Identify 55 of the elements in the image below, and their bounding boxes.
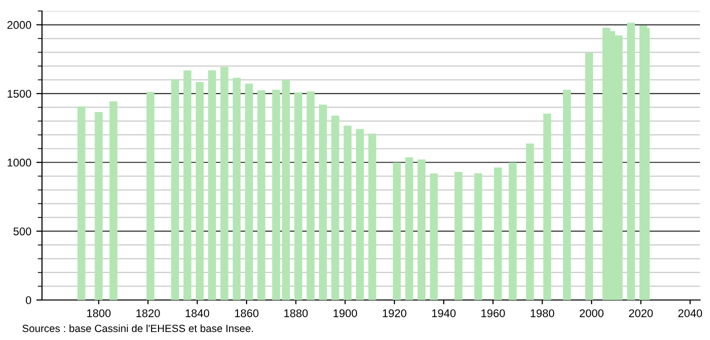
x-tick-label: 1840 <box>186 309 210 318</box>
bar <box>331 116 340 300</box>
bar <box>454 172 462 300</box>
y-tick-label: 0 <box>26 296 32 304</box>
bar <box>392 162 401 300</box>
x-tick-label: 1880 <box>284 309 308 318</box>
y-tick-label: 500 <box>13 227 32 236</box>
bar <box>494 167 502 300</box>
bar <box>543 114 552 300</box>
x-tick-label: 1960 <box>481 309 505 318</box>
bar <box>614 35 623 300</box>
bar <box>232 78 241 300</box>
bar <box>306 91 315 300</box>
x-tick-label: 2000 <box>580 309 604 318</box>
bar <box>639 25 648 300</box>
source-note: Sources : base Cassini de l'EHESS et base Insee. <box>22 324 253 332</box>
bar <box>257 90 266 300</box>
bar <box>627 22 635 300</box>
x-tick-label: 1820 <box>136 309 160 318</box>
bar <box>294 92 302 300</box>
bar <box>208 70 216 300</box>
y-tick-label: 1000 <box>8 158 32 167</box>
bar <box>344 126 352 300</box>
bar <box>94 112 103 300</box>
bar <box>272 90 280 300</box>
x-tick-label: 2020 <box>629 309 653 318</box>
bar <box>368 134 376 300</box>
bar <box>508 162 517 300</box>
bar <box>356 128 364 300</box>
bar <box>430 174 438 300</box>
bar <box>405 157 414 300</box>
y-tick-label: 1500 <box>8 90 32 98</box>
bar <box>110 101 118 300</box>
bar <box>474 173 482 300</box>
bar <box>526 144 534 300</box>
bar <box>171 79 180 300</box>
bar <box>183 70 192 300</box>
bar <box>319 104 327 300</box>
bar <box>146 92 154 300</box>
bar <box>282 80 290 300</box>
bar <box>418 159 426 300</box>
y-tick-label: 2000 <box>7 21 32 29</box>
x-tick-label: 1860 <box>235 309 258 318</box>
x-tick-label: 1800 <box>87 309 111 318</box>
bar <box>77 106 86 300</box>
bar <box>196 82 204 300</box>
x-tick-label: 1900 <box>334 309 358 318</box>
bar <box>562 90 571 300</box>
bar <box>245 84 253 300</box>
x-tick-label: 1940 <box>432 309 456 318</box>
x-tick-label: 1980 <box>530 309 554 318</box>
bar <box>220 67 228 300</box>
bar <box>585 52 594 300</box>
x-tick-label: 1920 <box>382 309 406 318</box>
x-tick-label: 2040 <box>678 309 702 318</box>
